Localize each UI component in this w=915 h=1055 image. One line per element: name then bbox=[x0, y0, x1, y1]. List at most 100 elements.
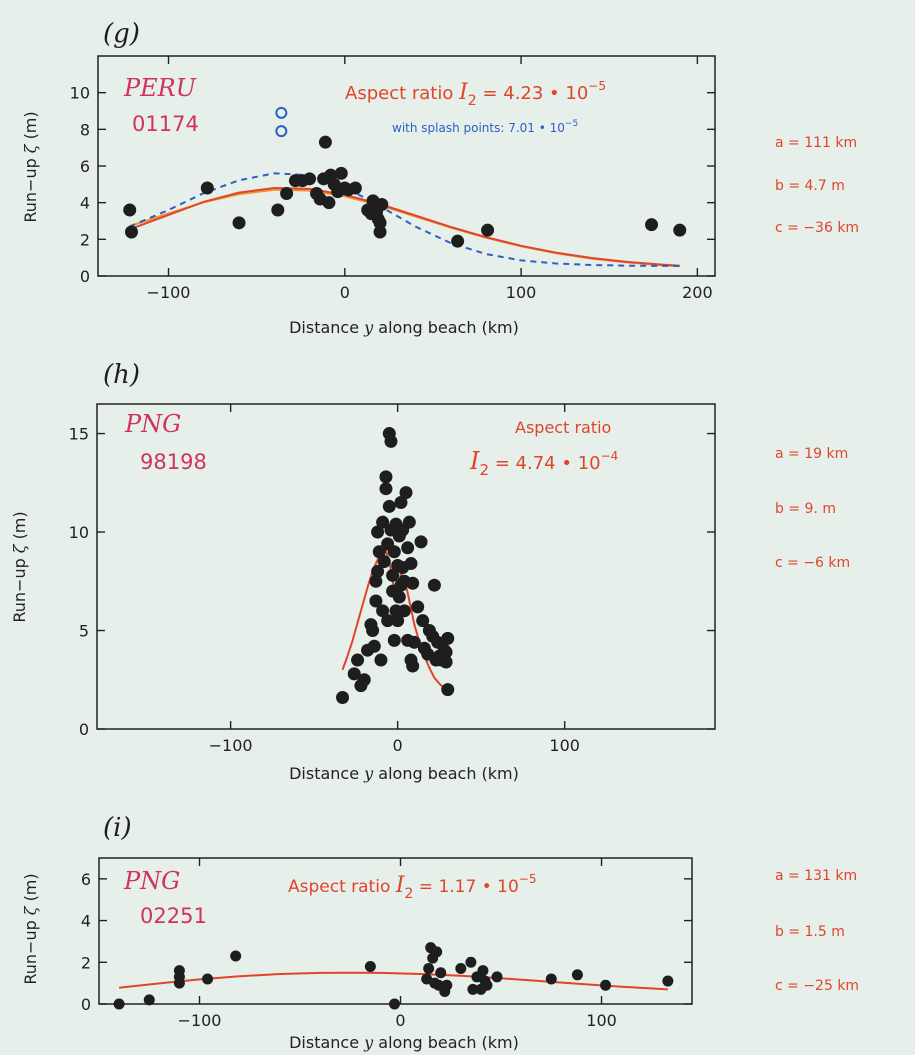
panel-i-xlabel: Distance y along beach (km) bbox=[289, 1033, 519, 1052]
panel-h-region: PNG bbox=[124, 410, 181, 438]
data-point bbox=[394, 495, 408, 509]
data-point bbox=[379, 482, 393, 496]
data-point bbox=[371, 564, 385, 578]
data-point bbox=[373, 225, 387, 239]
panel-h-points bbox=[336, 427, 455, 704]
panel-g-y-axis: 0 2 4 6 8 10 bbox=[70, 84, 715, 286]
panel-i-y-axis: 0 2 4 6 bbox=[81, 870, 692, 1014]
data-point bbox=[392, 590, 406, 604]
panel-g-param-b: b = 4.7 m bbox=[775, 178, 845, 194]
data-point bbox=[202, 973, 214, 985]
splash-point bbox=[275, 125, 288, 138]
data-point bbox=[391, 614, 405, 628]
data-point bbox=[322, 196, 336, 210]
x-tick-label: 0 bbox=[340, 283, 350, 302]
data-point bbox=[441, 979, 453, 991]
fit-curve-3 bbox=[129, 172, 680, 267]
data-point bbox=[491, 971, 503, 983]
panel-h-param-b: b = 9. m bbox=[775, 501, 836, 517]
data-point bbox=[384, 434, 398, 448]
panel-g-points bbox=[123, 106, 687, 248]
data-point bbox=[318, 135, 332, 149]
data-point bbox=[374, 653, 388, 667]
y-tick-label: 0 bbox=[80, 267, 90, 286]
data-point bbox=[431, 946, 443, 958]
panel-i-param-b: b = 1.5 m bbox=[775, 924, 845, 940]
data-point bbox=[455, 963, 467, 975]
data-point bbox=[379, 470, 393, 484]
data-point bbox=[377, 555, 391, 569]
panel-h-x-axis: −100 0 100 bbox=[209, 404, 580, 755]
data-point bbox=[280, 187, 294, 200]
y-tick-label: 5 bbox=[79, 622, 89, 641]
data-point bbox=[481, 223, 495, 237]
panel-h: (h) −100 0 100 0 5 10 15 PNG 98198 Aspect rat… bbox=[10, 360, 850, 783]
data-point bbox=[673, 223, 687, 237]
data-point bbox=[387, 545, 401, 559]
x-tick-label: 200 bbox=[682, 283, 713, 302]
data-point bbox=[439, 645, 453, 659]
panel-g-x-axis: −100 0 100 200 bbox=[147, 56, 713, 302]
y-tick-label: 15 bbox=[69, 425, 89, 444]
panel-h-letter: (h) bbox=[103, 360, 140, 390]
x-tick-label: −100 bbox=[209, 736, 253, 755]
x-tick-label: 0 bbox=[395, 1011, 405, 1030]
data-point bbox=[645, 218, 659, 232]
data-point bbox=[662, 975, 674, 987]
data-point bbox=[376, 515, 390, 529]
panel-h-frame bbox=[96, 403, 716, 730]
data-point bbox=[423, 963, 435, 975]
panel-i-ylabel: Run−up ζ (m) bbox=[21, 873, 40, 984]
data-point bbox=[441, 631, 455, 645]
fit-curve-2 bbox=[129, 186, 680, 267]
panel-h-y-axis: 0 5 10 15 bbox=[69, 425, 715, 739]
x-tick-label: −100 bbox=[178, 1011, 222, 1030]
y-tick-label: 0 bbox=[81, 995, 91, 1014]
panel-h-param-a: a = 19 km bbox=[775, 446, 848, 462]
data-point bbox=[366, 624, 380, 638]
panel-h-ylabel: Run−up ζ (m) bbox=[10, 511, 29, 622]
data-point bbox=[441, 683, 455, 697]
panel-i-letter: (i) bbox=[103, 813, 132, 843]
panel-g-ylabel: Run−up ζ (m) bbox=[21, 111, 40, 222]
panel-i-region: PNG bbox=[123, 867, 180, 895]
y-tick-label: 2 bbox=[81, 953, 91, 972]
panel-h-aspect-ratio: I2 = 4.74 • 10−4 bbox=[469, 447, 618, 479]
data-point bbox=[399, 486, 413, 500]
y-tick-label: 8 bbox=[80, 120, 90, 139]
data-point bbox=[351, 653, 365, 667]
panel-g-param-a: a = 111 km bbox=[775, 135, 857, 151]
panel-g-xlabel: Distance y along beach (km) bbox=[289, 318, 519, 337]
data-point bbox=[232, 216, 246, 230]
data-point bbox=[386, 568, 400, 582]
data-point bbox=[600, 979, 612, 991]
data-point bbox=[414, 535, 428, 549]
data-point bbox=[451, 234, 465, 248]
data-point bbox=[376, 604, 390, 618]
data-point bbox=[375, 198, 389, 211]
data-point bbox=[364, 960, 376, 972]
panel-h-param-c: c = −6 km bbox=[775, 555, 850, 571]
data-point bbox=[271, 203, 285, 217]
data-point bbox=[381, 614, 395, 628]
data-point bbox=[467, 983, 479, 995]
data-point bbox=[465, 956, 477, 968]
data-point bbox=[357, 673, 371, 687]
data-point bbox=[477, 965, 489, 977]
x-tick-label: −100 bbox=[147, 283, 191, 302]
panel-g-param-c: c = −36 km bbox=[775, 220, 859, 236]
data-point bbox=[571, 969, 583, 981]
data-point bbox=[371, 525, 385, 539]
data-point bbox=[411, 600, 425, 614]
panel-i-aspect-ratio: Aspect ratio I2 = 1.17 • 10−5 bbox=[288, 872, 536, 902]
y-tick-label: 10 bbox=[70, 84, 90, 103]
panel-i-points bbox=[113, 942, 674, 1010]
data-point bbox=[481, 979, 493, 991]
data-point bbox=[427, 578, 441, 592]
x-tick-label: 100 bbox=[586, 1011, 617, 1030]
panel-h-event: 98198 bbox=[140, 450, 207, 474]
data-point bbox=[401, 541, 415, 555]
data-point bbox=[406, 659, 420, 673]
data-point bbox=[388, 998, 400, 1010]
